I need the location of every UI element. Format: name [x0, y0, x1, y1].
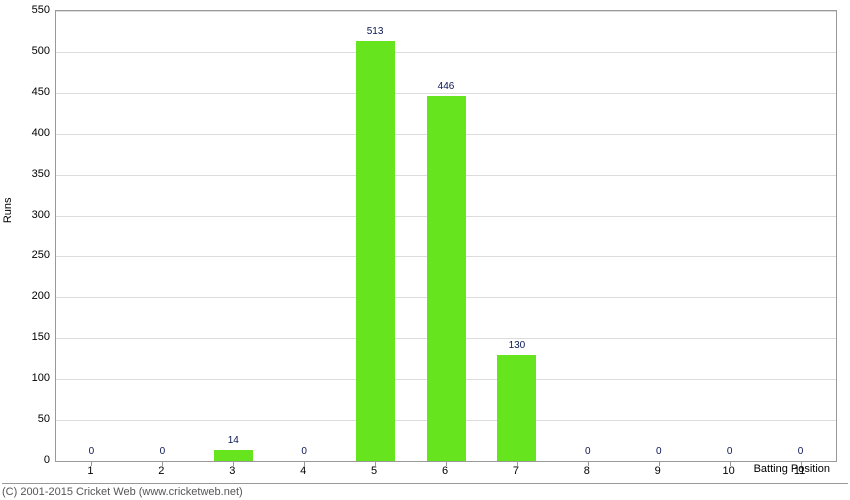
gridline [56, 11, 836, 12]
gridline [56, 93, 836, 94]
x-tick-label: 7 [513, 465, 519, 477]
bar-value-label: 0 [798, 446, 804, 457]
y-tick-label: 400 [10, 127, 50, 139]
bar-value-label: 0 [727, 446, 733, 457]
x-tick-label: 3 [229, 465, 235, 477]
bar-value-label: 513 [367, 26, 384, 37]
chart-container: 001405134461300000 Runs Batting Position… [0, 0, 850, 500]
y-tick-label: 200 [10, 290, 50, 302]
y-tick-label: 350 [10, 168, 50, 180]
y-tick-label: 150 [10, 331, 50, 343]
bar [497, 355, 536, 461]
copyright-text: (C) 2001-2015 Cricket Web (www.cricketwe… [2, 483, 848, 498]
x-tick-label: 9 [655, 465, 661, 477]
x-axis-title: Batting Position [754, 463, 830, 475]
x-tick-label: 8 [584, 465, 590, 477]
bar [427, 96, 466, 461]
x-tick-label: 4 [300, 465, 306, 477]
y-tick-label: 0 [10, 454, 50, 466]
bar-value-label: 0 [656, 446, 662, 457]
x-tick-label: 5 [371, 465, 377, 477]
y-tick-label: 100 [10, 372, 50, 384]
y-tick-label: 500 [10, 45, 50, 57]
x-tick-label: 2 [158, 465, 164, 477]
y-tick-label: 50 [10, 413, 50, 425]
bar-value-label: 0 [89, 446, 95, 457]
bar-value-label: 0 [585, 446, 591, 457]
gridline [56, 52, 836, 53]
y-tick-label: 550 [10, 4, 50, 16]
x-tick-label: 10 [723, 465, 735, 477]
y-tick-label: 300 [10, 209, 50, 221]
bar-value-label: 0 [301, 446, 307, 457]
x-tick-label: 11 [794, 465, 805, 477]
bar-value-label: 14 [228, 435, 239, 446]
bar-value-label: 130 [509, 340, 526, 351]
x-tick-label: 6 [442, 465, 448, 477]
y-tick-label: 450 [10, 86, 50, 98]
y-tick-label: 250 [10, 249, 50, 261]
bar-value-label: 446 [438, 81, 455, 92]
bar [356, 41, 395, 461]
bar-value-label: 0 [160, 446, 166, 457]
x-tick-label: 1 [87, 465, 93, 477]
plot-area: 0 0 14 0 513 446 130 0 0 0 0 [55, 10, 837, 462]
bar [214, 450, 253, 461]
